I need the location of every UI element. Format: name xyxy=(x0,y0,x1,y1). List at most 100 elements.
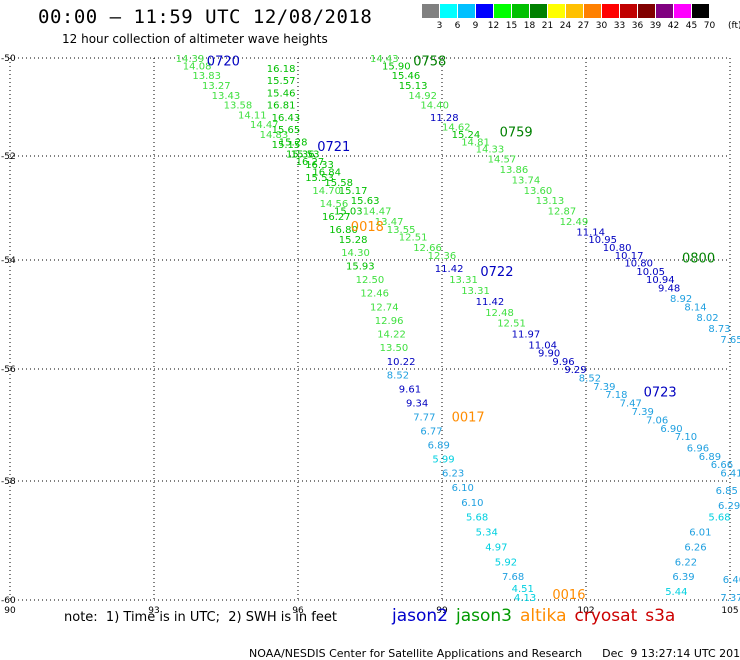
legend-swatch xyxy=(692,4,709,18)
satellite-name: cryosat xyxy=(574,606,638,626)
legend-label: 36 xyxy=(631,21,644,31)
swh-value: 10.22 xyxy=(387,357,416,368)
pass-time-label: 0722 xyxy=(480,265,513,280)
legend-label: 12 xyxy=(487,21,500,31)
swh-value: 11.14 xyxy=(576,227,605,238)
swh-value: 9.48 xyxy=(658,283,680,294)
swh-value: 15.90 xyxy=(382,61,411,72)
swh-value: 9.29 xyxy=(564,365,586,376)
swh-value: 11.97 xyxy=(512,330,541,341)
legend-swatch xyxy=(440,4,457,18)
swh-value: 6.10 xyxy=(452,483,474,494)
swh-value: 6.77 xyxy=(420,427,442,438)
legend-unit: (ft) xyxy=(728,21,740,31)
swh-value: 6.40 xyxy=(723,575,740,586)
swh-value: 13.27 xyxy=(202,81,231,92)
swh-value: 12.49 xyxy=(560,217,589,228)
legend-swatch xyxy=(458,4,475,18)
swh-value: 9.90 xyxy=(538,349,560,360)
swh-value: 10.17 xyxy=(615,251,644,262)
swh-value: 12.87 xyxy=(548,207,577,218)
swh-value: 11.42 xyxy=(435,264,464,275)
lat-tick-label: -50 xyxy=(1,54,16,64)
swh-value: 9.34 xyxy=(406,399,428,410)
swh-value: 5.92 xyxy=(495,557,517,568)
satellite-name: altika xyxy=(520,606,567,626)
swh-value: 15.63 xyxy=(351,196,380,207)
legend-label: 39 xyxy=(649,21,662,31)
legend-label: 45 xyxy=(685,21,698,31)
swh-value: 15.28 xyxy=(279,137,308,148)
swh-value: 15.36 xyxy=(286,150,315,161)
lat-tick-label: -60 xyxy=(1,596,16,606)
swh-value: 15.58 xyxy=(324,178,353,189)
legend-label: 3 xyxy=(436,21,443,31)
lon-tick-label: 90 xyxy=(4,606,16,616)
swh-value: 15.46 xyxy=(267,88,296,99)
swh-value: 14.70 xyxy=(312,186,341,197)
lon-tick-label: 96 xyxy=(292,606,304,616)
swh-value: 14.81 xyxy=(461,137,490,148)
swh-value: 13.13 xyxy=(536,196,565,207)
legend-swatch xyxy=(512,4,529,18)
swh-value: 5.44 xyxy=(665,587,687,598)
pass-time-label: 0723 xyxy=(644,385,677,400)
legend-label: 33 xyxy=(613,21,626,31)
pass-time-label: 0721 xyxy=(317,140,350,155)
legend-swatch xyxy=(584,4,601,18)
swh-value: 14.43 xyxy=(370,54,399,65)
swh-value: 14.92 xyxy=(408,91,437,102)
swh-value: 13.60 xyxy=(524,186,553,197)
satellite-name: jason2 xyxy=(392,606,448,626)
legend-label: 42 xyxy=(667,21,680,31)
swh-value: 6.89 xyxy=(699,452,721,463)
lon-tick-label: 99 xyxy=(436,606,448,616)
swh-value: 14.83 xyxy=(260,130,289,141)
swh-value: 6.22 xyxy=(675,557,697,568)
swh-value: 15.13 xyxy=(399,81,428,92)
legend-swatch xyxy=(422,4,439,18)
swh-value: 12.50 xyxy=(356,275,385,286)
swh-value: 12.48 xyxy=(485,308,514,319)
swh-value: 15.17 xyxy=(339,186,368,197)
swh-value: 15.65 xyxy=(272,125,301,136)
legend-swatch xyxy=(620,4,637,18)
footer-note: note: 1) Time is in UTC; 2) SWH is in fe… xyxy=(64,610,337,625)
lat-tick-label: -58 xyxy=(1,477,16,487)
swh-value: 4.51 xyxy=(512,584,534,595)
swh-value: 13.58 xyxy=(224,101,253,112)
swh-value: 6.10 xyxy=(461,498,483,509)
swh-value: 6.23 xyxy=(442,469,464,480)
generated-timestamp: Dec 9 13:27:14 UTC 2018 xyxy=(602,647,740,660)
swh-value: 5.99 xyxy=(432,455,454,466)
legend-label: 15 xyxy=(505,21,518,31)
swh-value: 11.04 xyxy=(528,340,557,351)
swh-value: 7.77 xyxy=(413,413,435,424)
legend-label: 21 xyxy=(541,21,554,31)
swh-value: 15.93 xyxy=(346,261,375,272)
legend-swatch xyxy=(530,4,547,18)
swh-value: 14.47 xyxy=(250,120,279,131)
credit-text: NOAA/NESDIS Center for Satellite Applica… xyxy=(249,647,583,660)
lat-tick-label: -56 xyxy=(1,365,16,375)
swh-value: 6.89 xyxy=(428,441,450,452)
swh-value: 8.52 xyxy=(579,373,601,384)
swh-value: 7.65 xyxy=(720,335,740,346)
swh-value: 16.33 xyxy=(305,160,334,171)
swh-value: 13.83 xyxy=(192,71,221,82)
legend-swatch xyxy=(638,4,655,18)
pass-time-label: 0018 xyxy=(351,220,384,235)
pass-time-label: 0720 xyxy=(207,54,240,69)
swh-value: 14.47 xyxy=(363,207,392,218)
swh-value: 6.85 xyxy=(716,486,738,497)
lat-tick-label: -54 xyxy=(1,256,16,266)
swh-value: 14.11 xyxy=(238,110,267,121)
swh-value: 14.22 xyxy=(377,330,406,341)
swh-value: 14.40 xyxy=(420,101,449,112)
swh-value: 13.43 xyxy=(212,91,241,102)
swh-value: 9.96 xyxy=(552,357,574,368)
swh-value: 11.28 xyxy=(430,113,459,124)
lon-tick-label: 102 xyxy=(577,606,594,616)
swh-value: 12.96 xyxy=(375,316,404,327)
